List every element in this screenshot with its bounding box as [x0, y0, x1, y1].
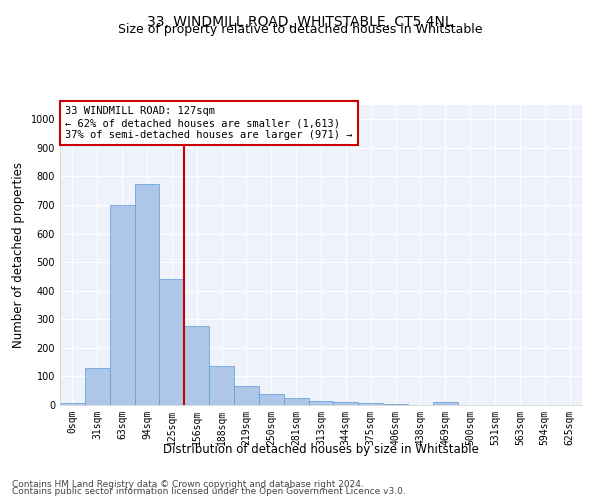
Bar [259, 394, 284, 405]
Text: Size of property relative to detached houses in Whitstable: Size of property relative to detached ho… [118, 22, 482, 36]
Text: 33, WINDMILL ROAD, WHITSTABLE, CT5 4NL: 33, WINDMILL ROAD, WHITSTABLE, CT5 4NL [147, 15, 453, 29]
Bar [433, 402, 458, 405]
Bar [209, 366, 234, 405]
Y-axis label: Number of detached properties: Number of detached properties [12, 162, 25, 348]
Bar [383, 404, 408, 405]
Bar [60, 402, 85, 405]
Bar [234, 386, 259, 405]
Bar [160, 280, 184, 405]
Bar [284, 398, 308, 405]
Bar [308, 400, 334, 405]
Text: Contains public sector information licensed under the Open Government Licence v3: Contains public sector information licen… [12, 488, 406, 496]
Bar [85, 368, 110, 405]
Bar [334, 402, 358, 405]
Text: Contains HM Land Registry data © Crown copyright and database right 2024.: Contains HM Land Registry data © Crown c… [12, 480, 364, 489]
Bar [134, 184, 160, 405]
Text: Distribution of detached houses by size in Whitstable: Distribution of detached houses by size … [163, 442, 479, 456]
Bar [358, 402, 383, 405]
Bar [110, 205, 134, 405]
Bar [184, 326, 209, 405]
Text: 33 WINDMILL ROAD: 127sqm
← 62% of detached houses are smaller (1,613)
37% of sem: 33 WINDMILL ROAD: 127sqm ← 62% of detach… [65, 106, 353, 140]
